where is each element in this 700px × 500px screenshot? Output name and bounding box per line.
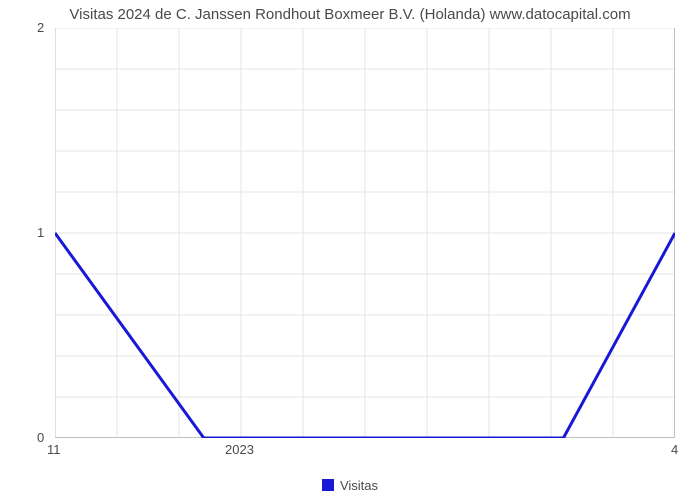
y-tick-label: 2	[37, 20, 44, 35]
legend: Visitas	[0, 478, 700, 493]
plot-svg	[55, 28, 675, 438]
y-tick-label: 0	[37, 430, 44, 445]
legend-label: Visitas	[340, 478, 378, 493]
plot-area	[55, 28, 675, 438]
x-tick-label: 11	[47, 442, 61, 457]
chart-container: Visitas 2024 de C. Janssen Rondhout Boxm…	[0, 0, 700, 500]
y-tick-label: 1	[37, 225, 44, 240]
x-tick-label: 2023	[225, 442, 254, 457]
chart-title: Visitas 2024 de C. Janssen Rondhout Boxm…	[0, 6, 700, 23]
x-tick-label: 4	[671, 442, 678, 457]
legend-swatch	[322, 479, 334, 491]
